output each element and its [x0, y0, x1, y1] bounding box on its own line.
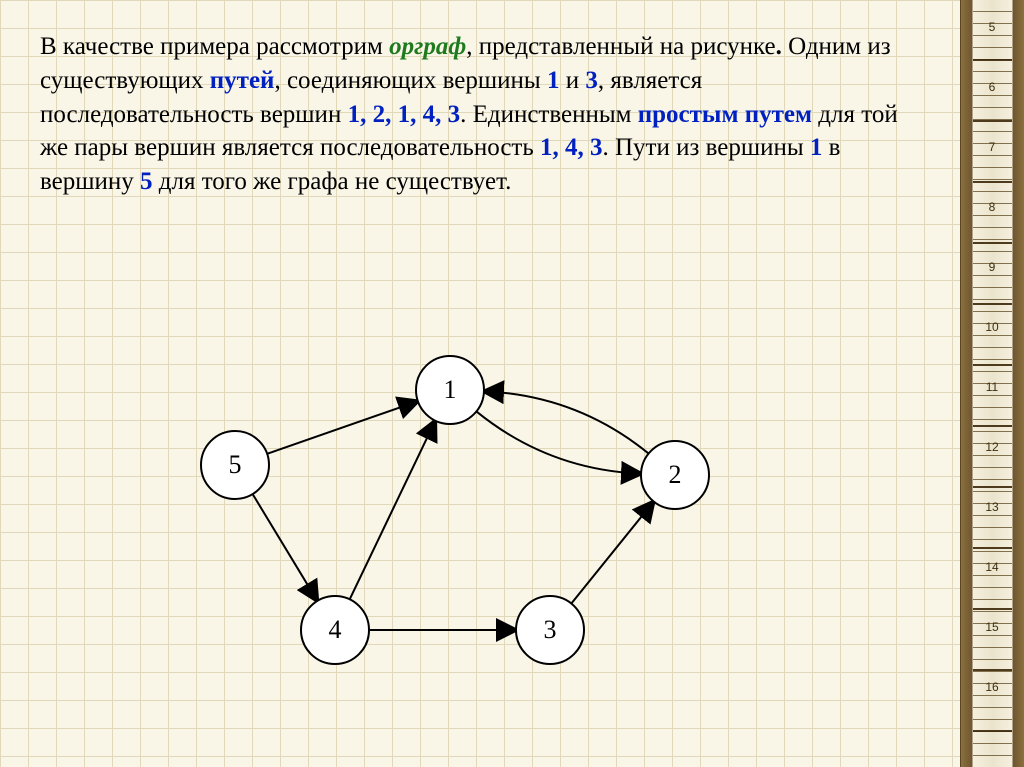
- ruler-mark: 9: [982, 260, 1002, 274]
- graph-edge: [571, 501, 653, 603]
- paragraph: В качестве примера рассмотрим орграф, пр…: [40, 30, 920, 199]
- text-run: и: [559, 67, 585, 94]
- keyword-simple-path: простым путем: [638, 101, 812, 128]
- text-run: . Единственным: [460, 101, 638, 128]
- sequence-1: 1, 2, 1, 4, 3: [348, 101, 461, 128]
- ruler-mark: 10: [982, 320, 1002, 334]
- bold-dot: .: [776, 33, 789, 60]
- ruler-mark: 6: [982, 80, 1002, 94]
- text-run: для того же графа не существует.: [153, 168, 512, 195]
- ruler-mark: 8: [982, 200, 1002, 214]
- graph-node-label: 3: [544, 615, 557, 644]
- text-run: В качестве примера рассмотрим: [40, 33, 389, 60]
- ruler-mark: 11: [982, 380, 1002, 394]
- ruler-mark: 12: [982, 440, 1002, 454]
- graph-node-label: 1: [444, 375, 457, 404]
- graph-node-label: 5: [229, 450, 242, 479]
- graph-diagram: 1 2 3 4 5: [140, 330, 780, 710]
- ruler-mark: 7: [982, 140, 1002, 154]
- sequence-2: 1, 4, 3: [540, 134, 603, 161]
- ruler-mark: 5: [982, 20, 1002, 34]
- graph-edge: [350, 421, 436, 600]
- ruler-decoration: 5 6 7 8 9 10 11 12 13 14 15 16: [960, 0, 1024, 767]
- graph-edge: [484, 391, 649, 453]
- keyword-paths: путей: [210, 67, 275, 94]
- graph-edge: [253, 494, 318, 601]
- graph-edge: [476, 411, 641, 473]
- vertex-1b: 1: [810, 134, 823, 161]
- keyword-orgraf: орграф: [389, 33, 466, 60]
- ruler-mark: 15: [982, 620, 1002, 634]
- text-run: . Пути из вершины: [603, 134, 810, 161]
- graph-svg: 1 2 3 4 5: [140, 330, 780, 710]
- text-run: , соединяющих вершины: [274, 67, 547, 94]
- graph-node-label: 4: [329, 615, 342, 644]
- graph-node-label: 2: [669, 460, 682, 489]
- text-content: В качестве примера рассмотрим орграф, пр…: [40, 30, 920, 199]
- vertex-5: 5: [140, 168, 153, 195]
- text-run: , представленный на рисунке: [466, 33, 775, 60]
- graph-edge: [267, 401, 418, 454]
- vertex-1: 1: [547, 67, 560, 94]
- ruler-mark: 13: [982, 500, 1002, 514]
- ruler-mark: 16: [982, 680, 1002, 694]
- vertex-3: 3: [585, 67, 598, 94]
- ruler-mark: 14: [982, 560, 1002, 574]
